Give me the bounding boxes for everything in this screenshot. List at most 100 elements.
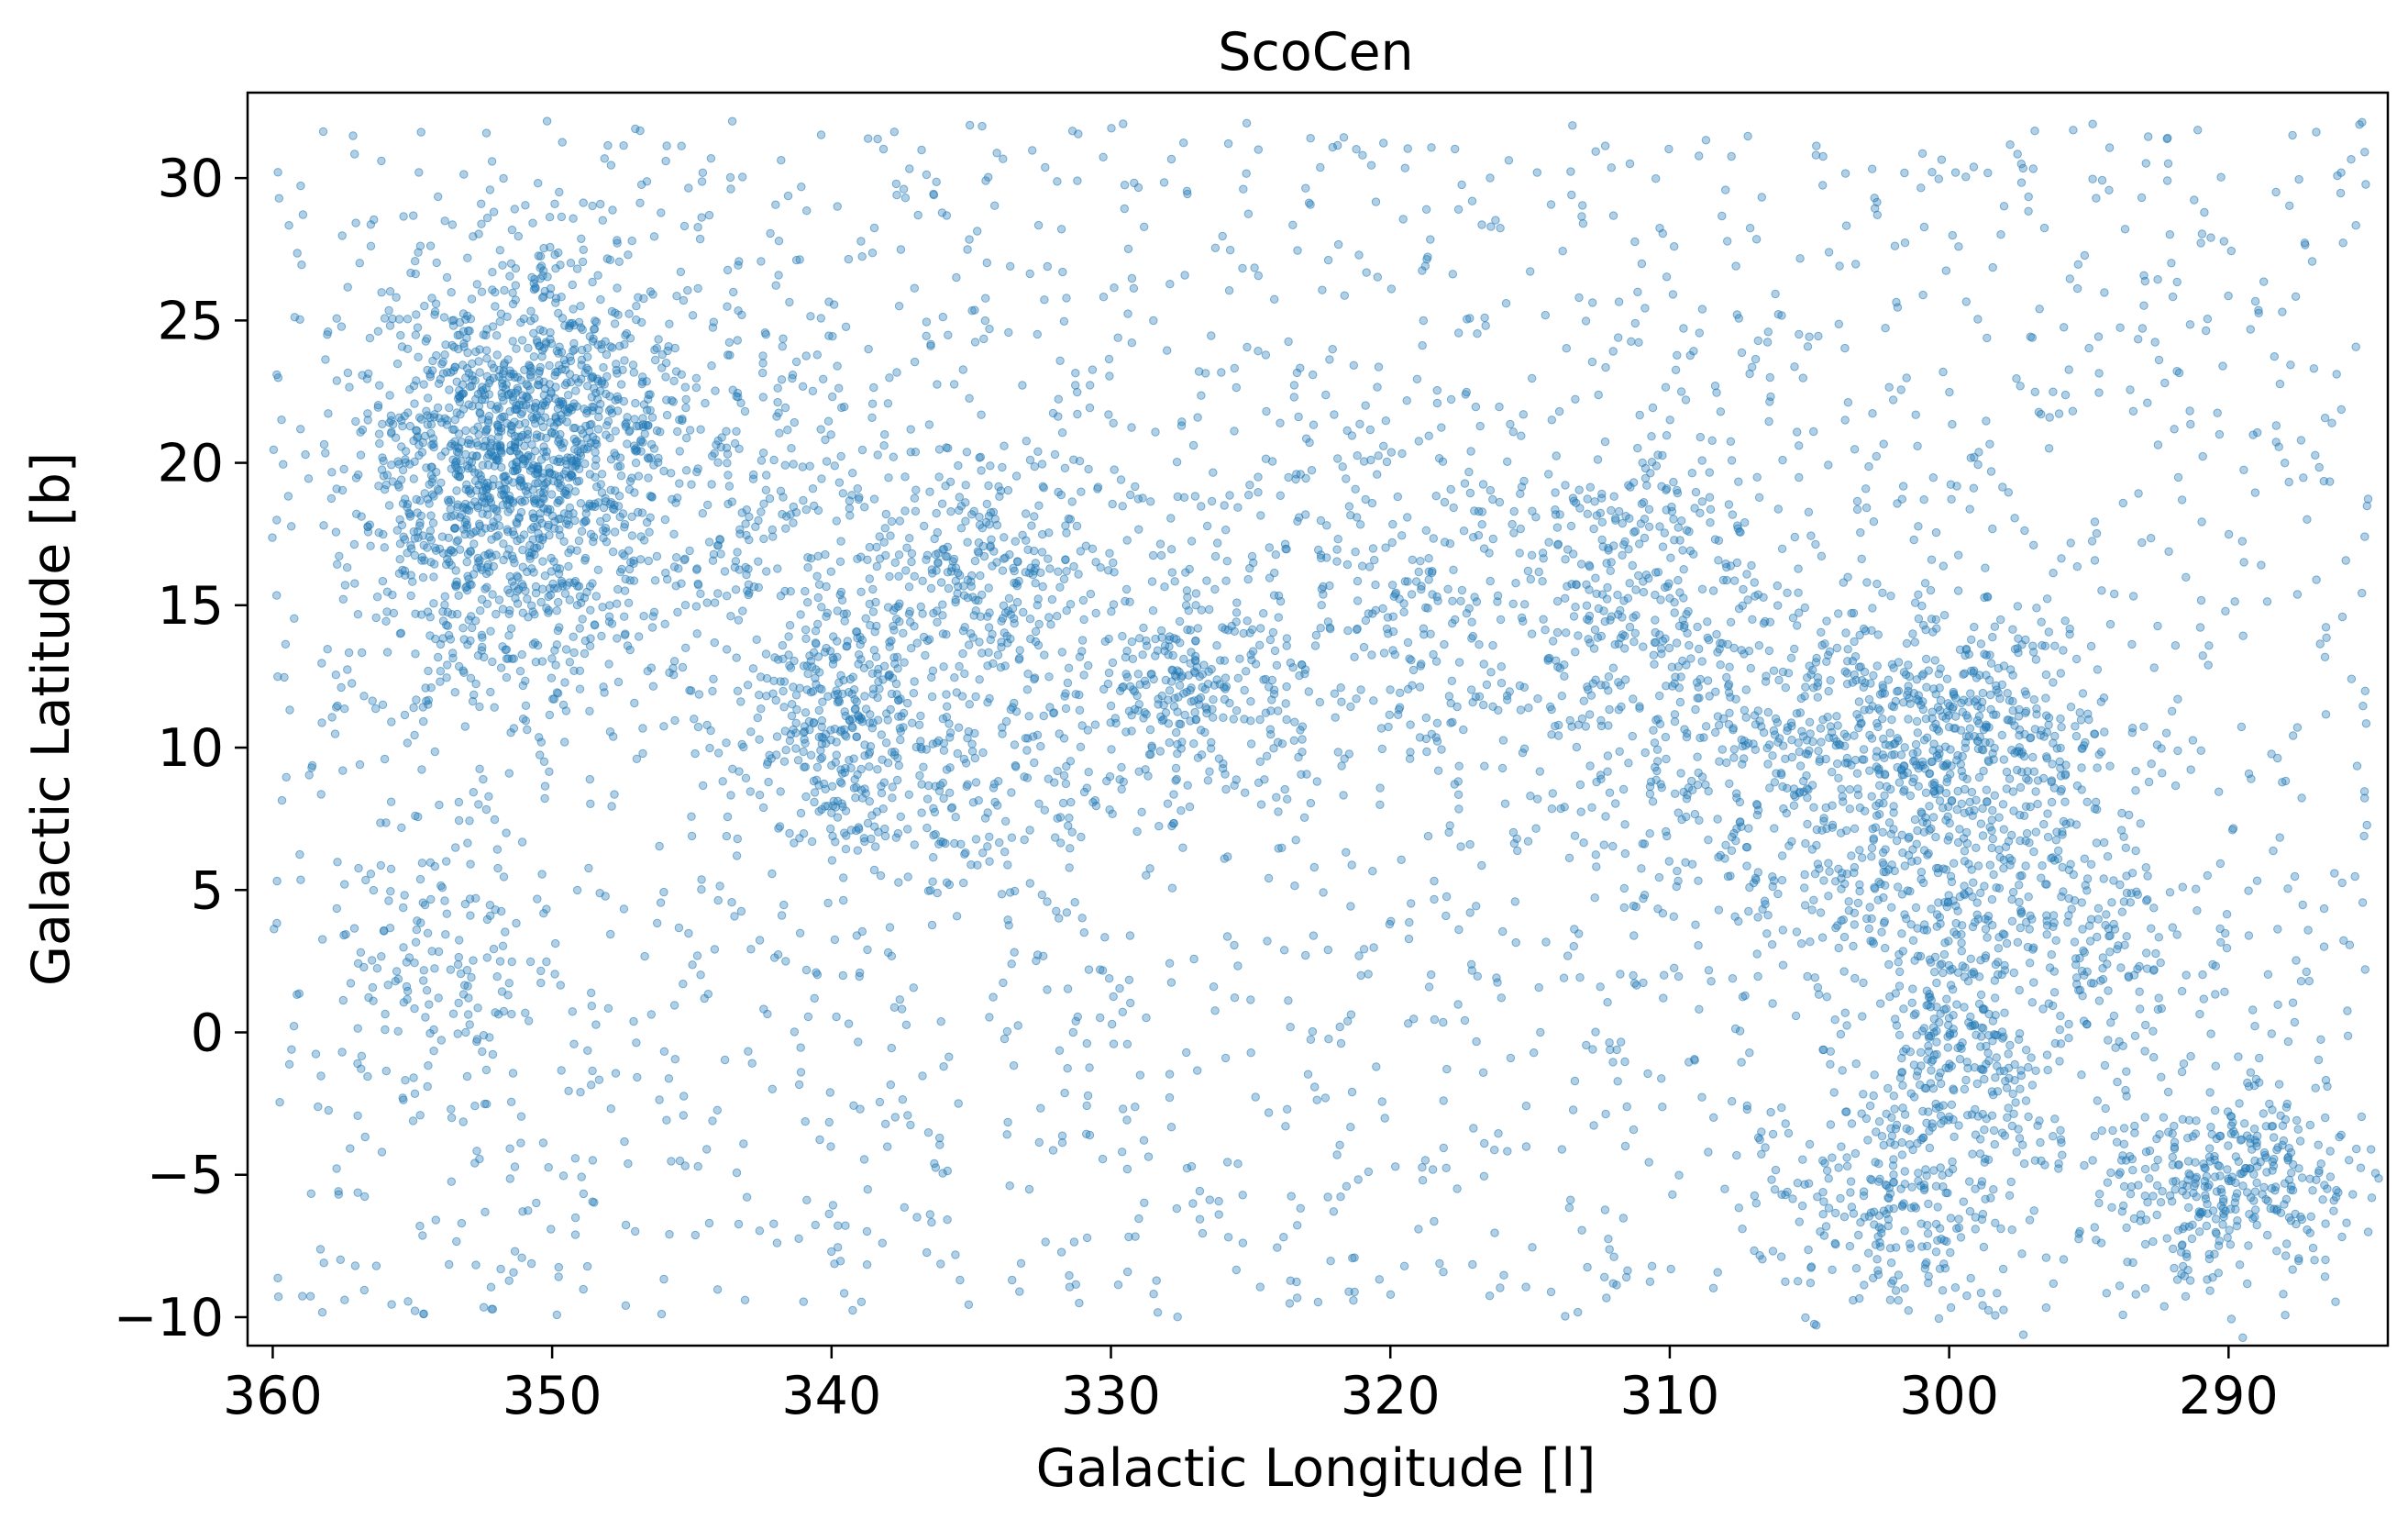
scatter-point [1999, 1305, 2008, 1314]
scatter-point [984, 172, 993, 182]
scatter-point [2315, 639, 2325, 649]
scatter-point [1018, 381, 1027, 390]
scatter-point [768, 869, 777, 879]
scatter-point [482, 213, 492, 223]
scatter-point [704, 210, 714, 220]
scatter-point [903, 698, 912, 708]
scatter-point [1351, 484, 1360, 493]
scatter-point [1532, 168, 1542, 177]
scatter-point [2246, 325, 2256, 334]
scatter-point [814, 705, 823, 715]
scatter-point [1745, 1048, 1754, 1058]
scatter-point [1030, 546, 1039, 556]
scatter-point [806, 750, 816, 760]
scatter-point [565, 658, 575, 667]
scatter-point [1844, 897, 1853, 906]
scatter-point [1184, 671, 1194, 680]
scatter-point [932, 177, 941, 187]
scatter-point [450, 416, 459, 425]
scatter-point [1439, 1268, 1448, 1277]
scatter-point [2163, 133, 2172, 143]
scatter-point [410, 534, 419, 543]
scatter-point [411, 330, 420, 339]
scatter-point [1966, 453, 1976, 462]
scatter-point [810, 993, 819, 1003]
scatter-point [1218, 623, 1227, 632]
scatter-point [340, 704, 349, 714]
scatter-point [351, 218, 360, 227]
scatter-point [918, 609, 927, 618]
scatter-point [2086, 859, 2096, 869]
scatter-point [496, 663, 506, 672]
scatter-point [1472, 597, 1482, 606]
scatter-point [690, 748, 700, 759]
scatter-point [350, 579, 359, 588]
scatter-point [411, 649, 420, 659]
scatter-point [1342, 426, 1352, 436]
scatter-point [436, 478, 446, 487]
scatter-point [762, 567, 771, 576]
scatter-point [2080, 250, 2090, 261]
scatter-point [580, 593, 590, 603]
scatter-point [450, 362, 459, 371]
scatter-point [2196, 238, 2205, 248]
scatter-point [1884, 959, 1894, 970]
scatter-point [627, 236, 636, 246]
scatter-point [681, 394, 690, 405]
scatter-point [1209, 982, 1219, 992]
scatter-point [631, 1226, 640, 1236]
scatter-point [1010, 948, 1019, 957]
scatter-point [621, 1220, 631, 1230]
scatter-point [702, 720, 712, 730]
scatter-point [460, 529, 469, 539]
scatter-point [2195, 623, 2205, 632]
scatter-point [331, 671, 340, 680]
scatter-point [2145, 1174, 2154, 1183]
scatter-point [2273, 753, 2282, 763]
scatter-point [2184, 1115, 2194, 1125]
scatter-point [2284, 477, 2293, 487]
scatter-point [526, 525, 536, 534]
scatter-point [482, 582, 492, 592]
scatter-point [2177, 495, 2187, 504]
scatter-point [824, 1117, 834, 1127]
scatter-point [2198, 451, 2207, 461]
scatter-point [1151, 427, 1160, 437]
scatter-point [889, 452, 898, 461]
scatter-point [1182, 586, 1192, 595]
scatter-point [575, 666, 585, 675]
scatter-point [2064, 1034, 2073, 1043]
scatter-point [389, 608, 399, 618]
scatter-point [1872, 210, 1883, 220]
scatter-point [1748, 362, 1757, 371]
scatter-point [1423, 604, 1432, 613]
scatter-point [1319, 590, 1328, 599]
scatter-point [447, 220, 458, 229]
scatter-point [1053, 177, 1062, 186]
scatter-point [1331, 713, 1340, 722]
scatter-point [1232, 598, 1242, 607]
scatter-point [1336, 683, 1345, 693]
scatter-point [1230, 781, 1239, 790]
scatter-point [865, 599, 874, 609]
scatter-point [521, 701, 531, 710]
scatter-point [620, 1136, 629, 1147]
scatter-point [1481, 321, 1490, 330]
scatter-point [2115, 323, 2125, 332]
scatter-point [611, 427, 620, 436]
scatter-point [889, 128, 899, 137]
scatter-point [2134, 489, 2143, 498]
scatter-point [1566, 1195, 1575, 1204]
scatter-point [557, 212, 567, 222]
scatter-point [2185, 320, 2195, 329]
scatter-point [540, 571, 550, 581]
scatter-point [985, 608, 994, 617]
scatter-point [1299, 813, 1309, 822]
scatter-point [2288, 130, 2297, 140]
scatter-point [811, 1220, 820, 1230]
scatter-point [1346, 511, 1355, 520]
scatter-point [691, 383, 701, 393]
scatter-point [1364, 609, 1374, 618]
scatter-point [1685, 350, 1696, 360]
scatter-point [969, 611, 978, 620]
